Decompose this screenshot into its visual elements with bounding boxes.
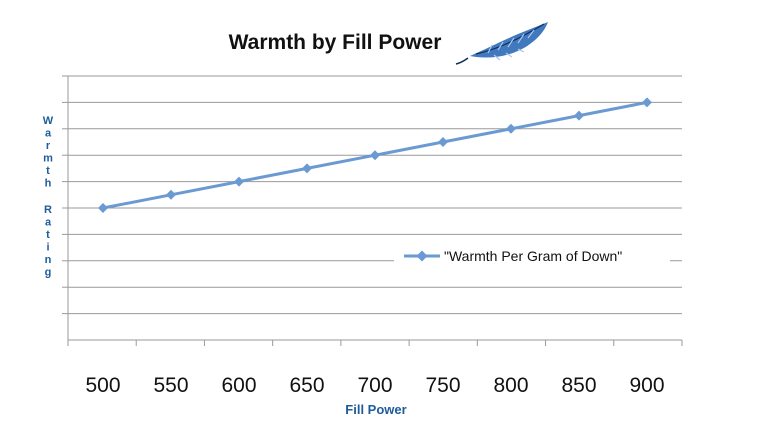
y-axis-title-char: t — [46, 165, 50, 177]
y-axis-title-char: m — [43, 153, 53, 165]
y-axis-title-char: i — [46, 242, 49, 254]
y-axis-title-char: t — [46, 229, 50, 241]
chart-title: Warmth by Fill Power — [229, 31, 442, 54]
x-tick-label: 900 — [629, 374, 664, 397]
y-axis-title-char: R — [44, 204, 52, 216]
data-point — [98, 203, 108, 213]
feather-icon — [455, 22, 548, 65]
x-tick-label: 550 — [153, 374, 188, 397]
data-point — [438, 137, 448, 147]
data-point — [574, 110, 584, 121]
x-tick-label: 700 — [357, 374, 392, 397]
gridlines — [62, 75, 682, 315]
x-tick-label: 500 — [85, 374, 120, 397]
y-axis-title-char: a — [45, 128, 52, 140]
x-tick-label: 600 — [221, 374, 256, 397]
data-point — [166, 189, 176, 200]
series-group — [98, 97, 652, 213]
data-point — [302, 163, 312, 174]
data-point — [234, 176, 244, 187]
data-point — [370, 150, 380, 161]
legend: "Warmth Per Gram of Down" — [394, 242, 670, 270]
y-axis-title-char: g — [45, 267, 52, 279]
x-axis-ticks — [67, 340, 683, 346]
legend-marker — [416, 250, 428, 262]
y-axis-title-char: W — [43, 115, 54, 127]
x-tick-label: 850 — [561, 374, 596, 397]
y-axis-title-char: a — [45, 217, 52, 229]
data-point — [506, 123, 516, 134]
legend-label: "Warmth Per Gram of Down" — [444, 248, 622, 264]
y-axis-title-char: n — [45, 254, 52, 266]
x-tick-label: 750 — [425, 374, 460, 397]
x-tick-label: 650 — [289, 374, 324, 397]
y-axis-title-char: h — [45, 178, 52, 190]
data-point — [642, 97, 652, 108]
x-tick-label: 800 — [493, 374, 528, 397]
y-axis-title-char: r — [46, 140, 51, 152]
x-axis-title: Fill Power — [345, 402, 406, 417]
x-axis-tick-labels: 500 550 600 650 700 750 800 850 900 — [85, 374, 664, 397]
